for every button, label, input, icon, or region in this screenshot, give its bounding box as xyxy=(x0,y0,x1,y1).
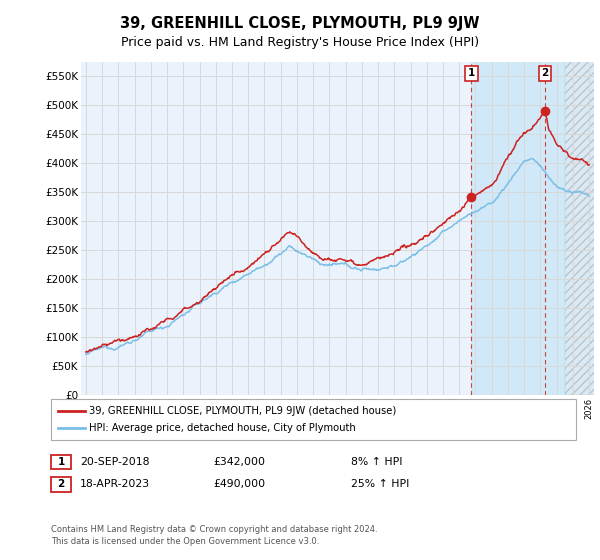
Text: 2: 2 xyxy=(542,68,549,78)
Text: £490,000: £490,000 xyxy=(213,479,265,489)
Text: 2: 2 xyxy=(58,479,65,489)
Text: 20-SEP-2018: 20-SEP-2018 xyxy=(80,457,149,467)
Text: Contains HM Land Registry data © Crown copyright and database right 2024.
This d: Contains HM Land Registry data © Crown c… xyxy=(51,525,377,546)
Text: 1: 1 xyxy=(58,457,65,467)
Bar xyxy=(472,62,565,395)
Text: 39, GREENHILL CLOSE, PLYMOUTH, PL9 9JW: 39, GREENHILL CLOSE, PLYMOUTH, PL9 9JW xyxy=(120,16,480,31)
Text: Price paid vs. HM Land Registry's House Price Index (HPI): Price paid vs. HM Land Registry's House … xyxy=(121,36,479,49)
Text: 18-APR-2023: 18-APR-2023 xyxy=(80,479,150,489)
Text: 8% ↑ HPI: 8% ↑ HPI xyxy=(351,457,403,467)
Text: 39, GREENHILL CLOSE, PLYMOUTH, PL9 9JW (detached house): 39, GREENHILL CLOSE, PLYMOUTH, PL9 9JW (… xyxy=(89,405,397,416)
Text: £342,000: £342,000 xyxy=(213,457,265,467)
Text: HPI: Average price, detached house, City of Plymouth: HPI: Average price, detached house, City… xyxy=(89,423,356,433)
Text: 1: 1 xyxy=(468,68,475,78)
Text: 25% ↑ HPI: 25% ↑ HPI xyxy=(351,479,409,489)
